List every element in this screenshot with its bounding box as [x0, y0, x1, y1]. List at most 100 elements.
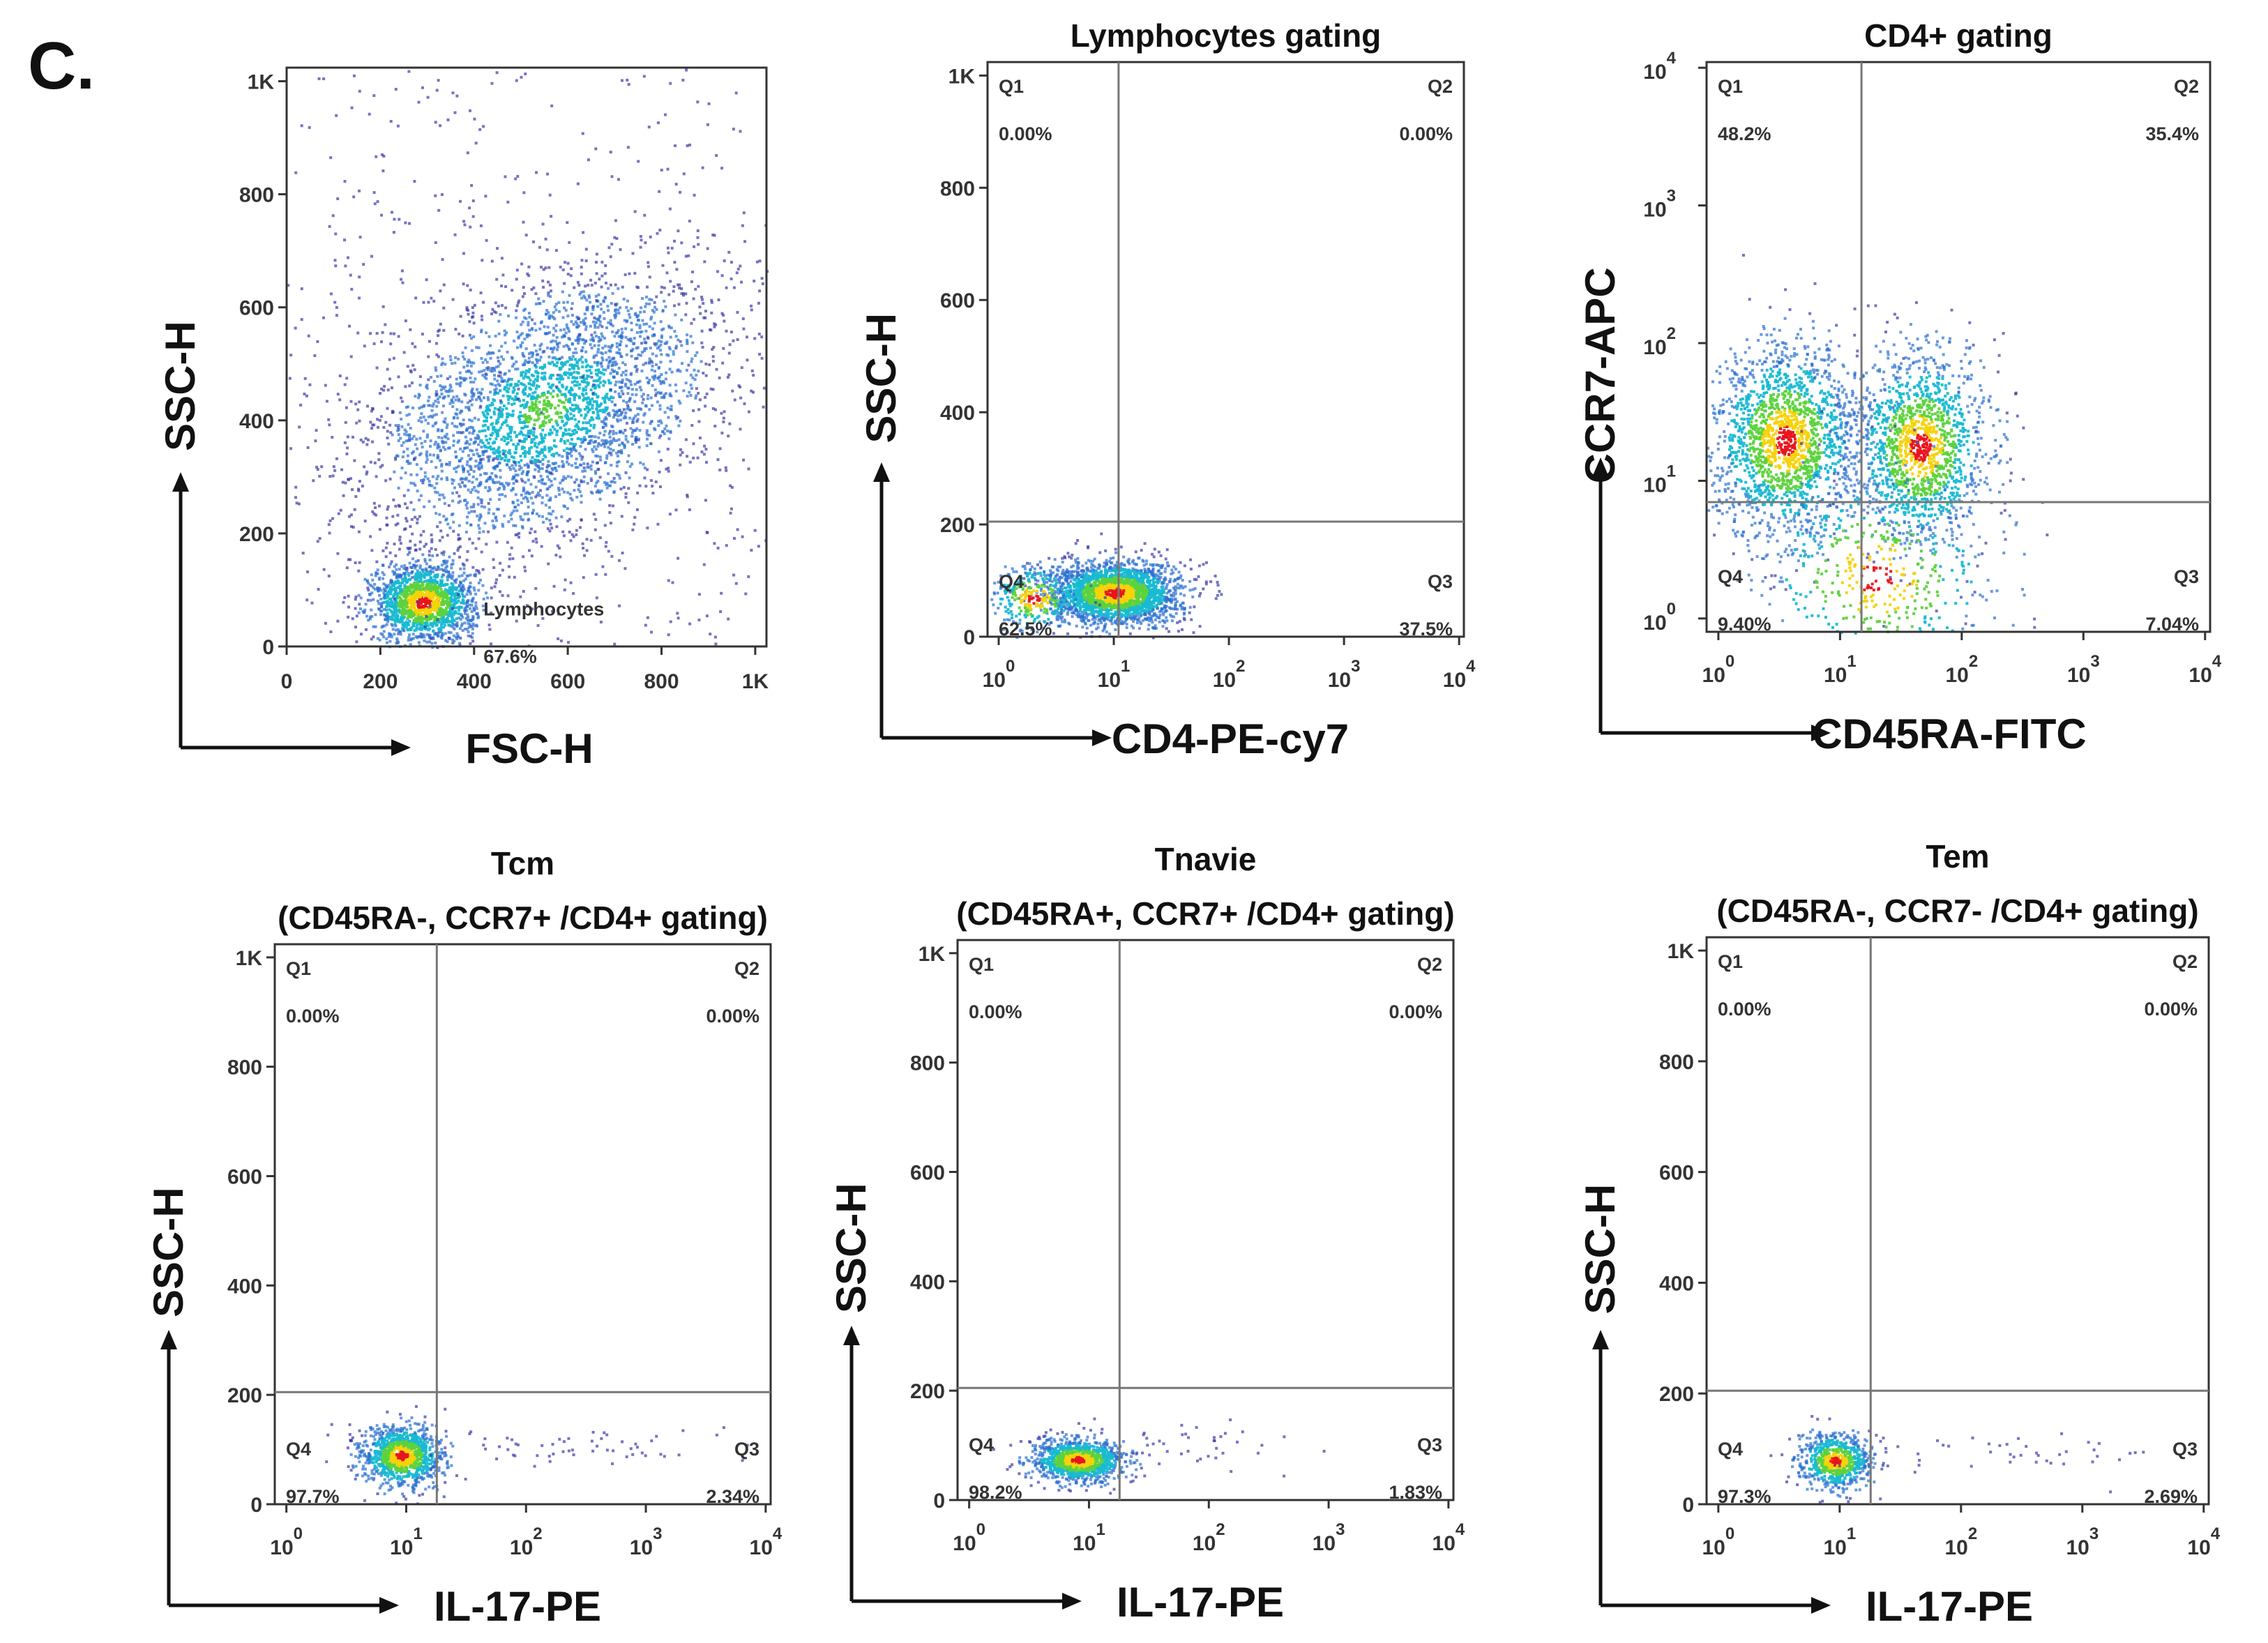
data-point	[499, 384, 501, 387]
data-point	[438, 498, 441, 501]
data-point	[573, 384, 576, 387]
data-point	[610, 284, 612, 287]
data-point	[334, 259, 337, 262]
data-point	[478, 347, 481, 349]
data-point	[530, 528, 533, 531]
data-point	[757, 302, 760, 305]
data-point	[458, 398, 460, 401]
data-point	[381, 563, 384, 566]
data-point	[515, 620, 518, 623]
data-point	[467, 511, 470, 514]
data-point	[723, 259, 726, 262]
data-point	[428, 580, 430, 582]
data-point	[477, 497, 480, 499]
data-point	[497, 360, 500, 363]
data-point	[494, 457, 497, 460]
data-point	[405, 430, 408, 433]
data-point	[431, 554, 434, 557]
data-point	[377, 600, 379, 603]
data-point	[471, 306, 474, 309]
data-point	[711, 301, 713, 304]
data-point	[437, 428, 439, 431]
data-point	[607, 345, 610, 348]
data-point	[688, 220, 691, 222]
data-point	[628, 313, 630, 316]
data-point	[533, 381, 536, 384]
data-point	[558, 493, 561, 496]
data-point	[454, 356, 457, 359]
data-point	[322, 317, 325, 319]
data-point	[540, 448, 543, 451]
data-point	[471, 598, 474, 601]
data-point	[645, 323, 648, 326]
data-point	[499, 313, 501, 316]
data-point	[526, 497, 529, 500]
data-point	[617, 309, 619, 312]
data-point	[596, 252, 598, 255]
data-point	[630, 308, 633, 310]
data-point	[632, 252, 635, 255]
data-point	[579, 464, 582, 467]
data-point	[703, 563, 706, 566]
data-point	[452, 530, 455, 533]
data-point	[606, 487, 609, 490]
data-point	[566, 520, 569, 522]
data-point	[529, 483, 532, 486]
data-point	[407, 462, 410, 465]
data-point	[528, 435, 531, 438]
data-point	[444, 502, 446, 505]
data-point	[615, 381, 618, 384]
data-point	[419, 596, 422, 598]
data-point	[593, 513, 596, 515]
data-point	[695, 374, 697, 377]
data-point	[441, 258, 444, 261]
data-point	[676, 612, 679, 614]
data-point	[452, 559, 455, 562]
data-point	[401, 400, 404, 403]
data-point	[560, 438, 563, 441]
data-point	[458, 609, 460, 612]
data-point	[459, 372, 462, 374]
data-point	[468, 538, 471, 540]
data-point	[470, 506, 473, 508]
data-point	[447, 602, 450, 605]
data-point	[453, 552, 456, 555]
data-point	[469, 491, 472, 494]
data-point	[614, 310, 617, 312]
data-point	[655, 354, 658, 357]
data-point	[685, 255, 688, 258]
data-point	[466, 559, 469, 561]
data-point	[372, 598, 375, 601]
data-point	[679, 420, 681, 423]
data-point	[412, 482, 415, 485]
data-point	[694, 288, 697, 291]
data-point	[499, 407, 501, 409]
data-point	[593, 400, 596, 403]
data-point	[522, 555, 524, 558]
data-point	[405, 605, 408, 608]
data-point	[529, 379, 531, 381]
data-point	[373, 502, 376, 505]
data-point	[456, 416, 459, 419]
data-point	[507, 484, 510, 487]
data-point	[400, 565, 403, 568]
data-point	[720, 432, 723, 434]
data-point	[605, 282, 607, 285]
data-point	[670, 395, 672, 397]
data-point	[660, 291, 663, 294]
data-point	[670, 360, 672, 363]
data-point	[577, 437, 580, 440]
data-point	[675, 183, 678, 186]
data-point	[524, 453, 527, 455]
data-point	[534, 460, 537, 462]
data-point	[407, 598, 409, 600]
data-point	[398, 375, 400, 378]
data-point	[590, 388, 593, 391]
data-point	[554, 305, 557, 308]
data-point	[522, 321, 524, 324]
data-point	[423, 576, 426, 579]
data-point	[658, 190, 660, 193]
data-point	[528, 329, 531, 332]
data-point	[564, 428, 567, 431]
data-point	[516, 305, 519, 308]
